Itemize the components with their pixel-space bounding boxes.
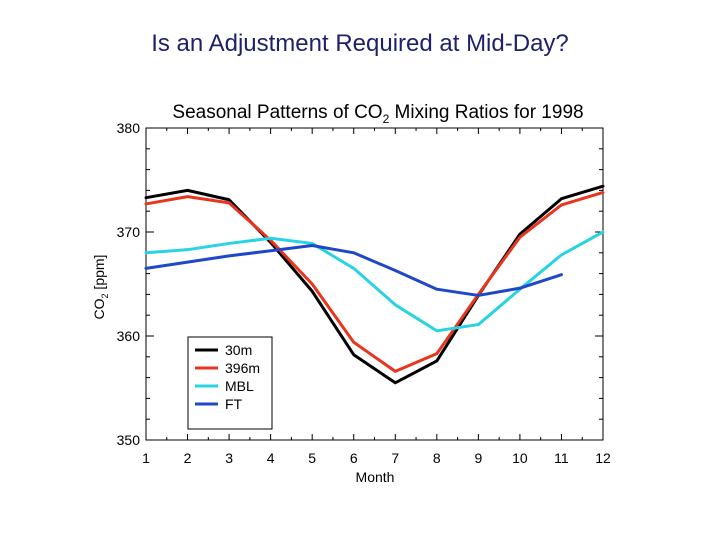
chart-title-main: Seasonal Patterns of CO (172, 102, 382, 123)
x-tick-label: 12 (595, 450, 611, 466)
y-tick-label: 380 (117, 120, 141, 136)
y-axis-label-main: CO (91, 298, 107, 319)
x-tick-label: 10 (512, 450, 528, 466)
y-tick-label: 370 (117, 224, 141, 240)
x-tick-label: 2 (184, 450, 192, 466)
y-axis-label-subscript: 2 (100, 293, 110, 298)
legend-label-30m: 30m (225, 342, 252, 358)
legend-label-396m: 396m (225, 360, 260, 376)
x-tick-label: 1 (142, 450, 150, 466)
x-tick-label: 8 (433, 450, 441, 466)
legend-label-ft: FT (225, 396, 243, 412)
x-tick-label: 6 (350, 450, 358, 466)
x-tick-label: 4 (267, 450, 275, 466)
x-axis-label: Month (356, 469, 395, 485)
series-line-30m (144, 184, 605, 385)
x-tick-label: 7 (391, 450, 399, 466)
y-axis-label-rest: [ppm] (91, 255, 107, 294)
chart-title: Seasonal Patterns of CO2 Mixing Ratios f… (172, 102, 583, 126)
x-tick-label: 11 (554, 450, 569, 466)
series-line-396m (144, 190, 605, 373)
x-tick-label: 5 (308, 450, 316, 466)
legend-label-mbl: MBL (225, 378, 254, 394)
slide-title: Is an Adjustment Required at Mid-Day? (151, 30, 569, 57)
chart-title-rest: Mixing Ratios for 1998 (389, 102, 583, 123)
legend-box (187, 336, 273, 430)
series-line-ft (144, 244, 563, 297)
chart-title-subscript: 2 (383, 112, 390, 126)
y-tick-label: 350 (117, 432, 141, 448)
x-tick-label: 9 (474, 450, 482, 466)
y-tick-label: 360 (117, 328, 141, 344)
x-tick-label: 3 (225, 450, 233, 466)
y-axis-label: CO2 [ppm] (91, 255, 110, 320)
series-line-mbl (144, 230, 605, 333)
